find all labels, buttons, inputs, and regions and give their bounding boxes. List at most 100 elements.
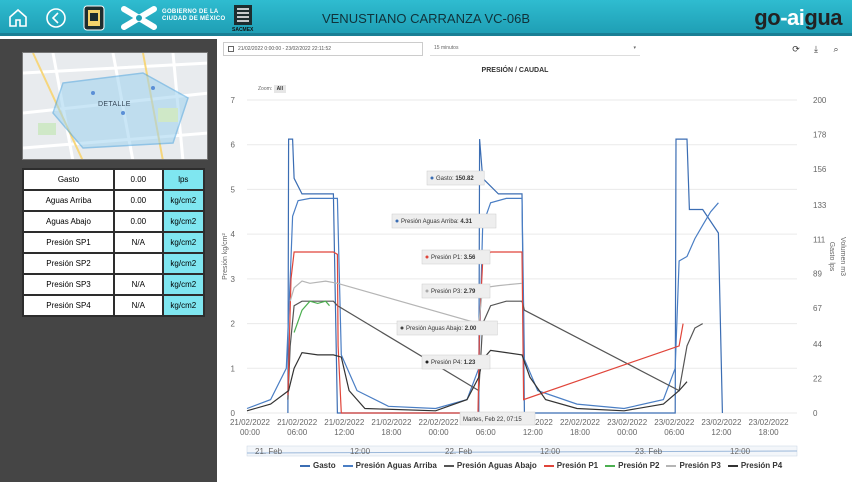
table-row: Aguas Abajo 0.00 kg/cm2 xyxy=(21,210,206,233)
legend-label: Gasto xyxy=(313,461,336,470)
reading-name: Presión SP4 xyxy=(21,294,116,317)
reading-name: Gasto xyxy=(21,168,116,191)
legend-item[interactable]: Presión P2 xyxy=(605,461,659,470)
x-tick-label-time: 18:00 xyxy=(381,428,402,437)
tooltip-header-box xyxy=(459,411,536,426)
legend-swatch xyxy=(342,464,353,467)
tooltip-label: Presión Aguas Arriba: 4.31 xyxy=(401,219,473,225)
date-range-input[interactable]: 21/02/2022 0:00:00 - 23/02/2022 22:11:52 xyxy=(223,42,423,56)
y-left-tick-label: 0 xyxy=(231,409,236,418)
navigator-label: 23. Feb xyxy=(635,447,663,456)
x-tick-label-time: 06:00 xyxy=(476,428,497,437)
legend-label: Presión Aguas Abajo xyxy=(456,461,537,470)
legend-label: Presión Aguas Arriba xyxy=(355,461,437,470)
x-tick-label-date: 23/02/2022 xyxy=(607,418,648,427)
y-right-tick-label: 178 xyxy=(813,130,827,139)
reading-name: Presión SP1 xyxy=(21,231,116,254)
back-icon[interactable] xyxy=(44,6,68,30)
x-tick-label-time: 06:00 xyxy=(287,428,308,437)
brand-ai: ai xyxy=(787,5,805,30)
legend-item[interactable]: Presión P4 xyxy=(727,461,783,470)
legend-item[interactable]: Presión P3 xyxy=(666,461,721,470)
gob-line2: CIUDAD DE MÉXICO xyxy=(162,16,226,22)
tooltip-value: 150.82 xyxy=(455,176,474,182)
y-right-tick-label: 111 xyxy=(813,235,826,244)
brand-logo: go-aigua xyxy=(754,5,842,31)
home-icon[interactable] xyxy=(6,6,30,30)
gob-line1: GOBIERNO DE LA xyxy=(162,9,219,15)
table-row: Aguas Arriba 0.00 kg/cm2 xyxy=(21,189,206,212)
series-line-presi-n-p1 xyxy=(287,251,684,414)
y-left-tick-label: 2 xyxy=(231,320,236,329)
table-row: Presión SP1 N/A kg/cm2 xyxy=(21,231,206,254)
legend-item[interactable]: Gasto xyxy=(300,461,336,470)
tooltip-box xyxy=(421,249,491,265)
series-line-gasto xyxy=(287,138,723,414)
legend-item[interactable]: Presión Aguas Abajo xyxy=(443,461,537,470)
download-icon[interactable]: ⤓ xyxy=(814,44,818,54)
tooltip-marker xyxy=(395,219,399,223)
location-map[interactable]: DETALLE xyxy=(22,52,208,160)
interval-select[interactable]: 15 minutos ▾ xyxy=(430,42,640,56)
tooltip-marker xyxy=(430,176,434,180)
reading-name: Aguas Abajo xyxy=(21,210,116,233)
x-tick-label-time: 00:00 xyxy=(429,428,450,437)
tooltip-label: Presión Aguas Abajo: 2.00 xyxy=(406,326,477,332)
search-icon[interactable]: ⌕ xyxy=(833,44,839,54)
navigator-label: 12:00 xyxy=(540,447,561,456)
table-row: Presión SP2 kg/cm2 xyxy=(21,252,206,275)
tooltip-value: 3.56 xyxy=(464,255,476,261)
y-left-axis-title: Presión kg/cm² xyxy=(222,232,229,279)
legend-label: Presión P3 xyxy=(679,461,721,470)
legend-label: Presión P4 xyxy=(740,461,783,470)
series-line-presi-n-p2 xyxy=(293,300,330,333)
reading-value: 0.00 xyxy=(113,189,164,212)
reading-value xyxy=(113,252,164,275)
calendar-icon[interactable] xyxy=(228,46,234,52)
legend-item[interactable]: Presión P1 xyxy=(543,461,599,470)
tooltip-label: Presión P3: 2.79 xyxy=(431,289,476,295)
tooltip-marker xyxy=(400,326,404,330)
reading-unit: kg/cm2 xyxy=(161,231,206,254)
refresh-icon[interactable]: ⟳ xyxy=(792,44,800,54)
x-tick-label-date: 22/02/2022 xyxy=(419,418,460,427)
reading-unit: kg/cm2 xyxy=(161,294,206,317)
legend-item[interactable]: Presión Aguas Arriba xyxy=(342,461,437,470)
cdmx-shield-icon xyxy=(83,5,105,31)
chevron-down-icon: ▾ xyxy=(633,45,636,51)
app-header: GOBIERNO DE LA CIUDAD DE MÉXICO SACMEX V… xyxy=(0,0,852,36)
legend-label: Presión P1 xyxy=(556,461,599,470)
x-tick-label-date: 21/02/2022 xyxy=(277,418,318,427)
x-tick-label-time: 12:00 xyxy=(334,428,355,437)
x-tick-label-time: 00:00 xyxy=(240,428,261,437)
y-left-tick-label: 1 xyxy=(231,364,236,373)
legend-swatch xyxy=(443,464,454,467)
x-tick-label-time: 00:00 xyxy=(617,428,638,437)
chart-title: PRESIÓN / CAUDAL xyxy=(481,67,549,74)
tooltip-label: Presión P4: 1.23 xyxy=(431,360,476,366)
y-right-tick-label: 89 xyxy=(813,270,822,279)
x-tick-label-time: 18:00 xyxy=(570,428,591,437)
brand-go: go xyxy=(754,5,781,30)
tooltip-marker xyxy=(425,289,429,293)
brand-dash: - xyxy=(780,5,788,30)
tooltip-header: Martes, Feb 22, 07:15 xyxy=(463,417,522,423)
reading-value: 0.00 xyxy=(113,210,164,233)
reading-unit: kg/cm2 xyxy=(161,189,206,212)
zoom-all-button[interactable]: All xyxy=(273,85,286,93)
y-right-tick-label: 200 xyxy=(813,96,827,105)
tooltip-box xyxy=(426,170,485,186)
legend-swatch xyxy=(300,464,310,467)
reading-name: Presión SP3 xyxy=(21,273,116,296)
x-tick-label-time: 06:00 xyxy=(664,428,685,437)
y-left-tick-label: 7 xyxy=(231,96,236,105)
date-range-text: 21/02/2022 0:00:00 - 23/02/2022 22:11:52 xyxy=(238,46,332,52)
series-line-presi-n-p4 xyxy=(246,349,688,412)
table-row: Presión SP4 N/A kg/cm2 xyxy=(21,294,206,317)
tooltip-marker xyxy=(425,255,429,259)
navigator-label: 12:00 xyxy=(350,447,371,456)
reading-unit: kg/cm2 xyxy=(161,210,206,233)
tooltip-value: 2.00 xyxy=(465,326,477,332)
cdmx-logo-icon xyxy=(121,6,157,30)
navigator-series xyxy=(246,450,798,454)
